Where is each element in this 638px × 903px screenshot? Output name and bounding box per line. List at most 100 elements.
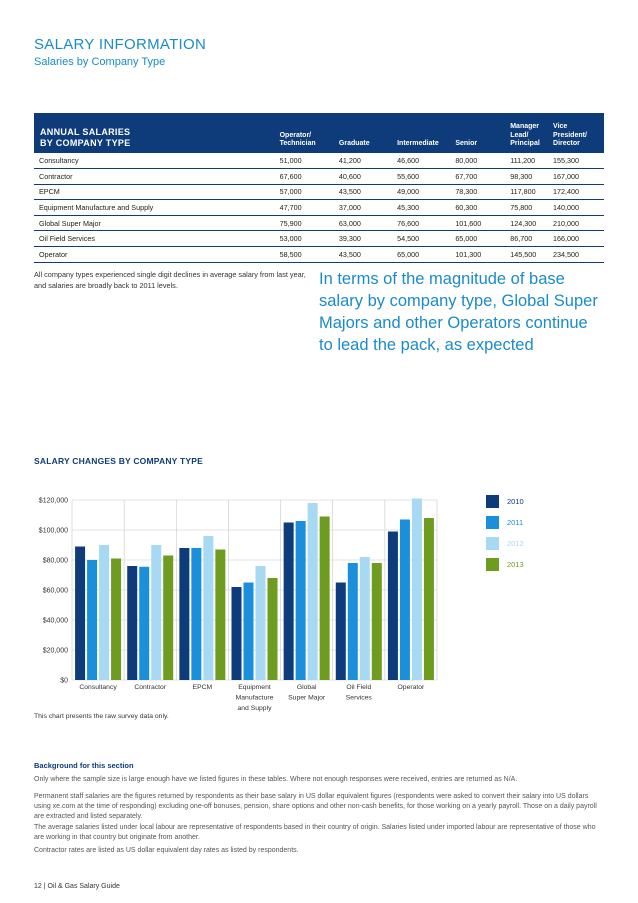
salary-cell: 80,000 <box>451 153 507 170</box>
row-label: Consultancy <box>34 153 276 170</box>
table-row: Contractor 67,600 40,600 55,600 67,700 98,300… <box>34 168 604 185</box>
background-paragraph: The average salaries listed under local … <box>34 824 596 841</box>
salary-cell: 67,700 <box>451 168 507 185</box>
y-tick-label: $0 <box>60 678 68 685</box>
bar <box>75 546 86 680</box>
chart-title: SALARY CHANGES BY COMPANY TYPE <box>34 456 203 466</box>
salary-cell: 111,200 <box>506 153 550 170</box>
bar <box>335 582 346 680</box>
salary-cell: 55,600 <box>393 168 452 185</box>
row-label: Equipment Manufacture and Supply <box>34 199 276 216</box>
salary-cell: 63,000 <box>334 215 394 232</box>
bar <box>215 549 226 680</box>
y-tick-label: $40,000 <box>43 618 68 625</box>
bar <box>255 566 266 680</box>
salary-cell: 75,900 <box>275 215 335 232</box>
bar <box>267 578 278 680</box>
x-tick-label: EPCM <box>193 684 213 691</box>
salary-cell: 166,000 <box>549 230 604 248</box>
row-label: Global Super Major <box>34 215 276 232</box>
bar <box>127 566 138 680</box>
x-tick-label: Equipment Manufacture and Supply <box>236 684 274 712</box>
table-row: EPCM 57,000 43,500 49,000 78,300 117,800 172,4… <box>34 184 604 201</box>
bar <box>203 536 214 680</box>
page-footer: 12 | Oil & Gas Salary Guide <box>34 883 120 890</box>
legend-label: 2012 <box>507 539 524 548</box>
salary-cell: 51,000 <box>275 153 335 170</box>
background-paragraph: Contractor rates are listed as US dollar… <box>34 847 299 854</box>
y-tick-label: $100,000 <box>39 528 68 535</box>
x-tick-label: Consultancy <box>79 684 117 691</box>
salary-cell: 67,600 <box>275 168 335 185</box>
bar <box>111 558 122 680</box>
bar <box>319 516 330 680</box>
salary-cell: 145,500 <box>506 246 550 263</box>
salary-cell: 140,000 <box>549 199 604 216</box>
salary-cell: 78,300 <box>451 184 507 201</box>
page-title: SALARY INFORMATION <box>34 36 207 53</box>
salary-cell: 53,000 <box>275 230 335 248</box>
bar <box>191 548 202 680</box>
salary-cell: 43,500 <box>334 184 394 201</box>
column-header: Operator/Technician <box>275 113 335 153</box>
bar <box>243 582 254 680</box>
y-tick-label: $120,000 <box>39 498 68 505</box>
legend-swatch <box>486 495 499 508</box>
salary-cell: 37,000 <box>334 199 394 216</box>
bar <box>151 545 162 680</box>
salary-cell: 39,300 <box>334 230 394 248</box>
salary-cell: 117,800 <box>506 184 550 201</box>
bar <box>179 548 190 680</box>
column-header: Intermediate <box>393 113 452 153</box>
row-label: Oil Field Services <box>34 230 276 248</box>
legend-swatch <box>486 558 499 571</box>
legend-swatch <box>486 516 499 529</box>
bar <box>359 557 370 680</box>
salary-cell: 45,300 <box>393 199 452 216</box>
x-tick-label: Operator <box>398 684 426 691</box>
column-header: ANNUAL SALARIES BY COMPANY TYPE <box>34 113 276 153</box>
table-header-row: ANNUAL SALARIES BY COMPANY TYPE Operator/T… <box>34 113 604 153</box>
legend-label: 2010 <box>507 497 524 506</box>
column-header: Graduate <box>334 113 394 153</box>
bar <box>411 498 422 680</box>
bar <box>139 566 150 680</box>
salary-cell: 167,000 <box>549 168 604 185</box>
salary-cell: 155,300 <box>549 153 604 170</box>
salary-cell: 41,200 <box>334 153 394 170</box>
salary-cell: 65,000 <box>451 230 507 248</box>
table-row: Operator 58,500 43,500 65,000 101,300 145,500… <box>34 246 604 263</box>
x-tick-label: Global Super Major <box>288 684 326 702</box>
bar <box>371 563 382 680</box>
table-row: Equipment Manufacture and Supply 47,700 37… <box>34 199 604 216</box>
y-tick-label: $20,000 <box>43 648 68 655</box>
row-label: Contractor <box>34 168 276 185</box>
salary-cell: 60,300 <box>451 199 507 216</box>
column-header: Senior <box>451 113 507 153</box>
salary-cell: 57,000 <box>275 184 335 201</box>
salary-cell: 172,400 <box>549 184 604 201</box>
table-row: Oil Field Services 53,000 39,300 54,500 65,0… <box>34 230 604 248</box>
bar <box>307 503 318 680</box>
chart-note: This chart presents the raw survey data … <box>34 713 169 720</box>
salary-cell: 49,000 <box>393 184 452 201</box>
y-tick-label: $60,000 <box>43 588 68 595</box>
salary-cell: 75,800 <box>506 199 550 216</box>
table-row: Global Super Major 75,900 63,000 76,600 101,… <box>34 215 604 232</box>
salary-cell: 86,700 <box>506 230 550 248</box>
salary-cell: 43,500 <box>334 246 394 263</box>
salary-cell: 54,500 <box>393 230 452 248</box>
salary-cell: 47,700 <box>275 199 335 216</box>
salary-cell: 210,000 <box>549 215 604 232</box>
bar <box>387 531 398 680</box>
column-header: Manager Lead/Principal <box>506 113 550 153</box>
x-tick-label: Oil Field Services <box>346 684 373 702</box>
bar <box>295 521 306 680</box>
column-header: Vice President/Director <box>549 113 604 153</box>
bar <box>283 522 294 680</box>
row-label: EPCM <box>34 184 276 201</box>
summary-note: All company types experienced single dig… <box>34 270 306 290</box>
page-subtitle: Salaries by Company Type <box>34 56 166 68</box>
salary-cell: 65,000 <box>393 246 452 263</box>
